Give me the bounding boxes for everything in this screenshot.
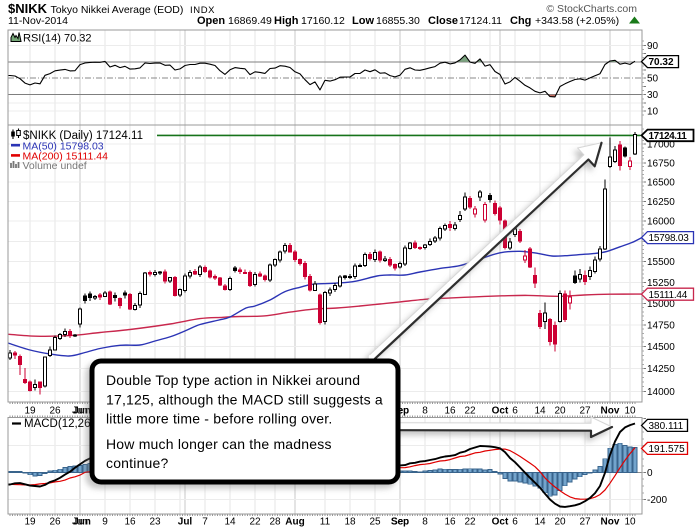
svg-text:70.32: 70.32	[649, 57, 674, 68]
svg-text:Tokyo Nikkei Average (EOD): Tokyo Nikkei Average (EOD)	[51, 4, 184, 16]
svg-text:27: 27	[579, 517, 591, 528]
svg-text:continue?: continue?	[106, 455, 169, 471]
svg-text:14: 14	[534, 406, 546, 417]
svg-text:16250: 16250	[647, 197, 675, 208]
svg-text:17,125, although the MACD stil: 17,125, although the MACD still suggests…	[106, 391, 383, 407]
svg-text:0: 0	[647, 468, 653, 479]
svg-text:9: 9	[102, 517, 108, 528]
svg-text:Oct: Oct	[492, 406, 509, 417]
svg-text:16750: 16750	[647, 158, 675, 169]
svg-text:380.111: 380.111	[649, 421, 684, 432]
svg-text:MA(50) 15798.03: MA(50) 15798.03	[23, 140, 104, 152]
svg-text:18: 18	[344, 517, 356, 528]
svg-text:16869.49: 16869.49	[228, 15, 272, 27]
svg-text:$NIKK: $NIKK	[8, 1, 48, 16]
svg-text:MA(200) 15111.44: MA(200) 15111.44	[23, 150, 109, 162]
svg-text:Open: Open	[197, 15, 225, 27]
svg-text:Close: Close	[428, 15, 458, 27]
svg-text:© StockCharts.com: © StockCharts.com	[546, 3, 637, 15]
svg-text:little more time - before roll: little more time - before rolling over.	[106, 410, 332, 426]
svg-text:11-Nov-2014: 11-Nov-2014	[8, 15, 68, 27]
svg-text:90: 90	[647, 41, 659, 52]
svg-text:Sep: Sep	[391, 517, 409, 528]
svg-text:Jun: Jun	[73, 517, 91, 528]
svg-text:27: 27	[579, 406, 591, 417]
svg-text:Jul: Jul	[178, 517, 193, 528]
svg-text:Sep: Sep	[391, 517, 409, 528]
svg-text:15798.03: 15798.03	[649, 233, 690, 244]
svg-text:Low: Low	[352, 15, 374, 27]
svg-text:15500: 15500	[647, 257, 675, 268]
svg-text:14750: 14750	[647, 320, 675, 331]
svg-text:22: 22	[249, 517, 261, 528]
svg-text:14: 14	[534, 517, 546, 528]
svg-text:191.575: 191.575	[649, 444, 686, 455]
svg-text:15111.44: 15111.44	[649, 290, 688, 301]
svg-text:25: 25	[369, 517, 381, 528]
svg-text:6: 6	[512, 517, 518, 528]
svg-text:15250: 15250	[647, 278, 675, 289]
svg-text:28: 28	[269, 517, 281, 528]
svg-text:19: 19	[24, 406, 36, 417]
svg-text:Jun: Jun	[72, 517, 88, 528]
svg-text:30: 30	[647, 90, 659, 101]
svg-text:14000: 14000	[647, 387, 675, 398]
svg-text:22: 22	[464, 406, 476, 417]
svg-text:22: 22	[464, 517, 476, 528]
svg-text:14500: 14500	[647, 342, 675, 353]
svg-text:15000: 15000	[647, 299, 675, 310]
svg-text:17160.12: 17160.12	[301, 15, 345, 27]
svg-text:10: 10	[624, 406, 636, 417]
svg-text:Aug: Aug	[285, 517, 304, 528]
svg-text:8: 8	[422, 517, 428, 528]
svg-text:19: 19	[24, 517, 36, 528]
svg-text:20: 20	[554, 517, 566, 528]
svg-text:16000: 16000	[647, 217, 675, 228]
svg-text:14: 14	[224, 517, 236, 528]
svg-text:11: 11	[320, 517, 331, 528]
svg-text:Volume undef: Volume undef	[23, 160, 87, 172]
svg-text:14250: 14250	[647, 364, 675, 375]
svg-text:Jun: Jun	[72, 406, 88, 417]
svg-text:-200: -200	[647, 495, 667, 506]
svg-text:RSI(14) 70.32: RSI(14) 70.32	[23, 32, 91, 44]
svg-text:High: High	[274, 15, 299, 27]
svg-text:16: 16	[444, 406, 456, 417]
svg-text:Nov: Nov	[601, 406, 620, 417]
svg-text:10: 10	[647, 107, 659, 118]
svg-text:16855.30: 16855.30	[376, 15, 420, 27]
svg-text:10: 10	[624, 517, 636, 528]
svg-text:20: 20	[554, 406, 566, 417]
svg-text:Oct: Oct	[492, 517, 509, 528]
svg-text:8: 8	[422, 406, 428, 417]
svg-text:Chg: Chg	[510, 15, 531, 27]
svg-text:$NIKK (Daily) 17124.11: $NIKK (Daily) 17124.11	[23, 130, 143, 142]
svg-text:7: 7	[202, 517, 208, 528]
svg-text:INDX: INDX	[190, 5, 215, 16]
svg-text:26: 26	[49, 517, 61, 528]
svg-text:50: 50	[647, 74, 659, 85]
svg-text:+343.58 (+2.05%): +343.58 (+2.05%)	[535, 15, 619, 27]
svg-text:How much longer can the madnes: How much longer can the madness	[106, 436, 332, 452]
svg-text:16500: 16500	[647, 178, 675, 189]
svg-text:17000: 17000	[647, 140, 675, 151]
svg-text:16: 16	[124, 517, 136, 528]
svg-text:23: 23	[149, 517, 161, 528]
svg-text:17124.11: 17124.11	[649, 131, 688, 142]
svg-text:26: 26	[49, 406, 61, 417]
svg-text:Jun: Jun	[73, 406, 91, 417]
svg-text:Double Top type action in Nikk: Double Top type action in Nikkei around	[106, 372, 360, 388]
svg-text:17124.11: 17124.11	[459, 15, 502, 27]
svg-text:16: 16	[444, 517, 456, 528]
svg-text:Nov: Nov	[601, 517, 620, 528]
svg-text:6: 6	[512, 406, 518, 417]
